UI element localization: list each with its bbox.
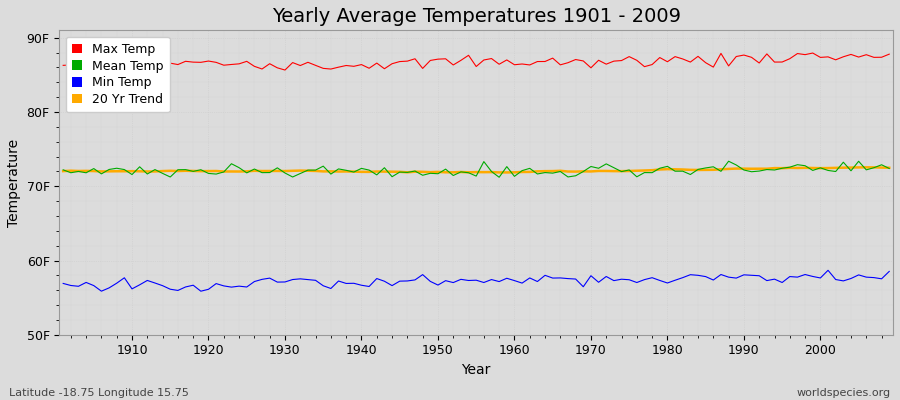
Min Temp [58,281,68,286]
X-axis label: Year: Year [462,363,490,377]
Min Temp [295,276,306,281]
Max Temp [517,62,527,66]
Y-axis label: Temperature: Temperature [7,138,21,226]
20 Yr Trend [861,165,872,170]
Max Temp [280,68,291,72]
Mean Temp [333,166,344,171]
Max Temp [119,63,130,68]
Max Temp [884,52,895,56]
Mean Temp [884,166,895,171]
20 Yr Trend [119,169,130,174]
Title: Yearly Average Temperatures 1901 - 2009: Yearly Average Temperatures 1901 - 2009 [272,7,680,26]
Min Temp [341,281,352,286]
Mean Temp [608,165,619,170]
20 Yr Trend [884,165,895,170]
Min Temp [119,275,130,280]
Mean Temp [517,168,527,173]
Mean Temp [58,168,68,172]
Mean Temp [494,175,505,180]
Max Temp [295,63,306,68]
Mean Temp [287,174,298,179]
20 Yr Trend [501,170,512,175]
Legend: Max Temp, Mean Temp, Min Temp, 20 Yr Trend: Max Temp, Mean Temp, Min Temp, 20 Yr Tre… [66,36,169,112]
Line: Max Temp: Max Temp [63,53,889,70]
Min Temp [608,278,619,283]
20 Yr Trend [333,169,344,174]
Line: Min Temp: Min Temp [63,270,889,291]
Max Temp [341,63,352,68]
Text: Latitude -18.75 Longitude 15.75: Latitude -18.75 Longitude 15.75 [9,388,189,398]
Mean Temp [509,174,520,179]
Max Temp [807,51,818,56]
Mean Temp [119,167,130,172]
Text: worldspecies.org: worldspecies.org [796,388,891,398]
Max Temp [509,62,520,67]
Min Temp [195,289,206,294]
Mean Temp [724,159,734,164]
20 Yr Trend [608,169,619,174]
20 Yr Trend [287,168,298,173]
Max Temp [58,63,68,68]
Max Temp [608,59,619,64]
Line: 20 Yr Trend: 20 Yr Trend [63,167,889,172]
Min Temp [517,281,527,286]
20 Yr Trend [509,170,520,175]
20 Yr Trend [58,169,68,174]
Min Temp [884,269,895,274]
Min Temp [509,278,520,283]
20 Yr Trend [517,170,527,174]
Line: Mean Temp: Mean Temp [63,161,889,177]
Min Temp [823,268,833,273]
